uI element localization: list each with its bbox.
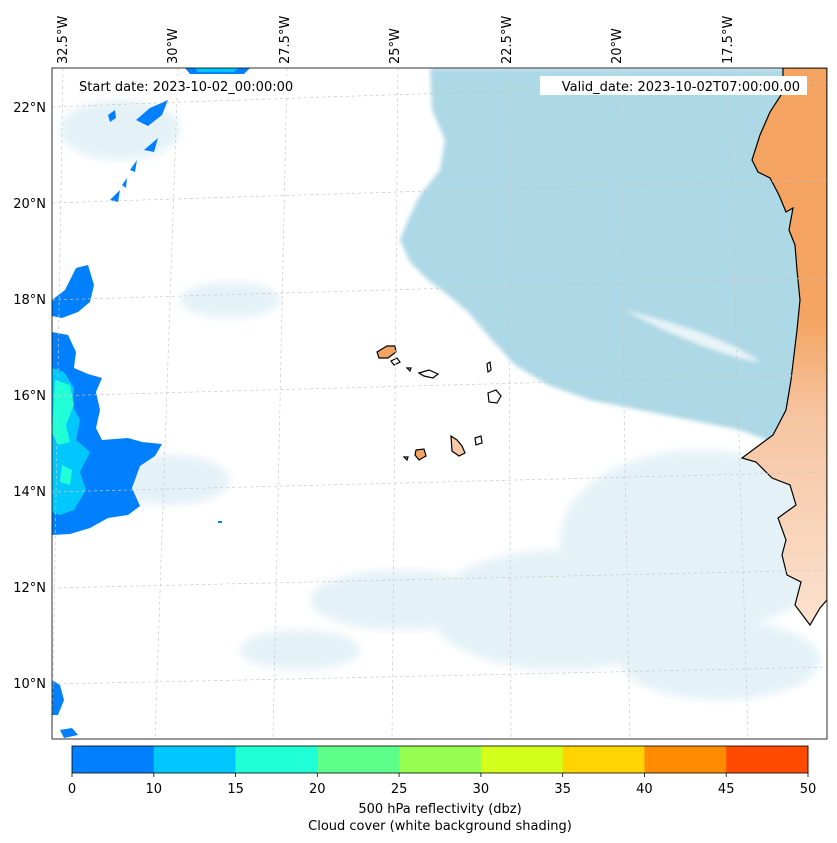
colorbar-ticks — [71, 773, 809, 777]
latitude-labels: 22°N 20°N 18°N 16°N 14°N 12°N 10°N — [13, 101, 46, 692]
colorbar-tick-label: 15 — [227, 782, 244, 797]
colorbar-tick-labels: 0 10 15 20 25 30 35 40 45 50 — [68, 782, 816, 797]
lon-label-25w: 25°W — [388, 28, 403, 64]
island-sal — [486, 360, 492, 374]
reflectivity-strip-top-core — [195, 68, 238, 72]
reflectivity-cell-northwest — [52, 265, 94, 318]
colorbar-tick-label: 25 — [391, 782, 408, 797]
colorbar-swatch — [480, 746, 564, 773]
colorbar-tick-label: 50 — [800, 782, 817, 797]
lon-label-22-5w: 22.5°W — [500, 16, 515, 64]
island-santo-antao — [376, 345, 397, 359]
colorbar-swatch — [317, 746, 400, 773]
start-date-label: Start date: 2023-10-02_00:00:00 — [79, 80, 293, 95]
lon-label-17-5w: 17.5°W — [721, 16, 736, 64]
lon-label-20w: 20°W — [610, 28, 625, 64]
reflectivity-cell-southwest-2 — [60, 728, 78, 738]
island-sao-vicente — [390, 357, 401, 366]
lat-label-12n: 12°N — [13, 581, 46, 596]
cloud-clear-streak — [625, 310, 760, 362]
reflectivity-cell-west-core-2 — [60, 465, 72, 485]
colorbar-label-reflectivity: 500 hPa reflectivity (dbz) — [358, 802, 521, 817]
lat-label-22n: 22°N — [13, 101, 46, 116]
colorbar-swatch — [72, 746, 155, 773]
colorbar-label-cloud-cover: Cloud cover (white background shading) — [308, 819, 572, 834]
valid-date-box — [540, 76, 807, 95]
colorbar: 0 10 15 20 25 30 35 40 45 50 500 hPa ref… — [68, 745, 816, 834]
colorbar-swatches — [72, 746, 809, 773]
lat-label-14n: 14°N — [13, 485, 46, 500]
reflectivity-contours — [52, 68, 250, 738]
colorbar-tick-label: 45 — [718, 782, 735, 797]
lat-label-10n: 10°N — [13, 677, 46, 692]
lon-label-27-5w: 27.5°W — [278, 16, 293, 64]
island-santiago — [450, 434, 466, 457]
colorbar-frame — [71, 745, 809, 774]
colorbar-tick-label: 10 — [146, 782, 163, 797]
longitude-labels: 32.5°W 30°W 27.5°W 25°W 22.5°W 20°W 17.5… — [56, 16, 736, 64]
colorbar-swatch — [726, 746, 809, 773]
colorbar-swatch — [644, 746, 727, 773]
reflectivity-fleck-3 — [130, 160, 137, 172]
colorbar-swatch — [562, 746, 645, 773]
lon-label-30w: 30°W — [166, 28, 181, 64]
colorbar-tick-label: 20 — [309, 782, 326, 797]
island-sao-nicolau — [417, 369, 440, 379]
lon-label-32-5w: 32.5°W — [56, 16, 71, 64]
lat-label-16n: 16°N — [13, 389, 46, 404]
colorbar-swatch — [399, 746, 482, 773]
cloud-cover-region — [400, 68, 827, 450]
colorbar-tick-label: 40 — [636, 782, 653, 797]
colorbar-tick-label: 30 — [473, 782, 490, 797]
reflectivity-fleck-5 — [122, 178, 127, 188]
reflectivity-cell-north — [136, 100, 168, 126]
reflectivity-fleck-2 — [144, 138, 158, 152]
colorbar-swatch — [235, 746, 318, 773]
map-frame — [51, 67, 828, 740]
start-date-box — [74, 76, 310, 95]
map-panel: Start date: 2023-10-02_00:00:00 Valid_da… — [52, 68, 827, 739]
island-santa-luzia — [405, 367, 412, 373]
valid-date-label: Valid_date: 2023-10-02T07:00:00.00 — [562, 80, 800, 95]
colorbar-tick-label: 35 — [554, 782, 571, 797]
colorbar-swatch — [153, 746, 237, 773]
cape-verde-islands — [376, 345, 502, 462]
lat-label-20n: 20°N — [13, 197, 46, 212]
island-brava — [402, 456, 409, 462]
reflectivity-cell-west-core — [52, 380, 74, 445]
island-maio — [474, 435, 483, 446]
reflectivity-cell-southwest — [52, 680, 64, 715]
lat-label-18n: 18°N — [13, 293, 46, 308]
graticule — [52, 68, 827, 739]
island-fogo — [414, 448, 427, 461]
reflectivity-fleck-4 — [110, 190, 120, 202]
land-africa — [740, 68, 827, 627]
reflectivity-fleck-1 — [108, 110, 116, 122]
colorbar-tick-label: 0 — [68, 782, 76, 797]
reflectivity-dot — [218, 521, 222, 523]
island-boa-vista — [487, 389, 502, 404]
